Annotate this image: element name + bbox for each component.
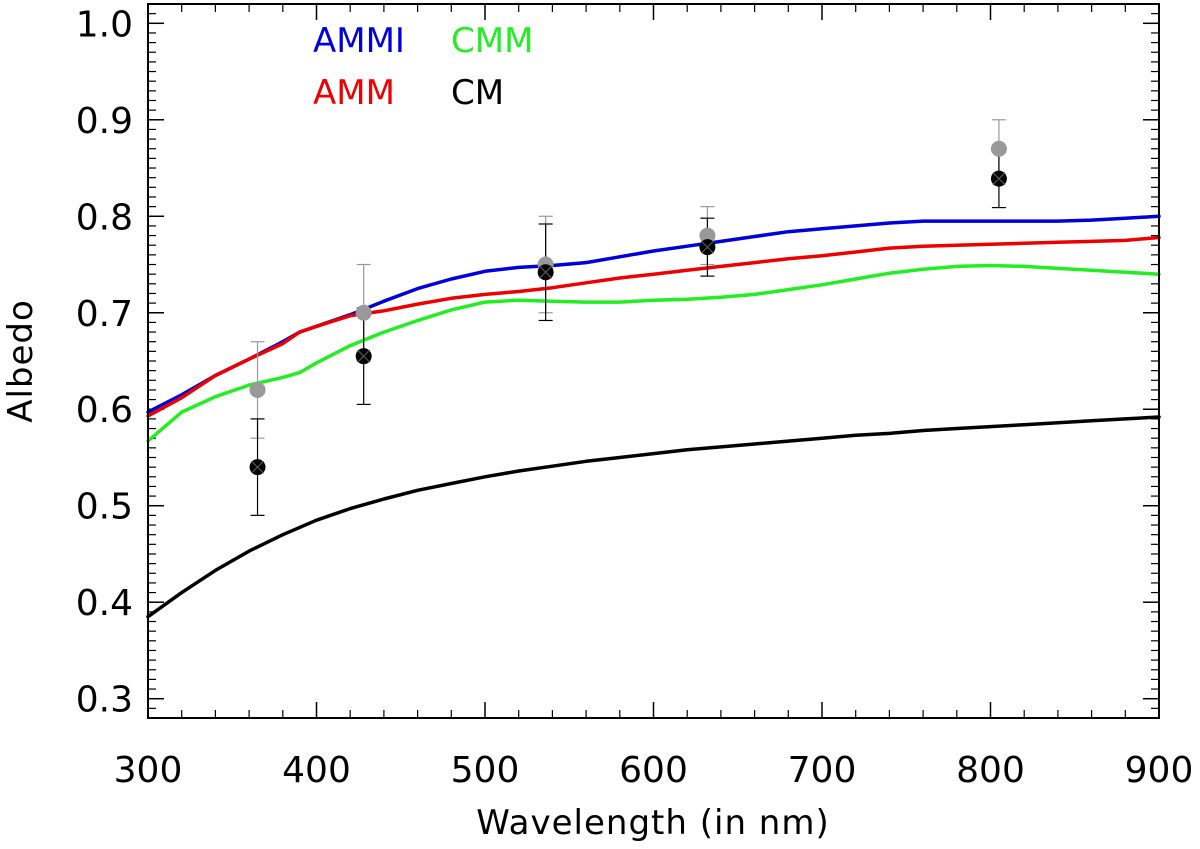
x-tick-label: 800 [956, 750, 1025, 791]
legend: AMMI CMM AMM CM [313, 21, 533, 113]
legend-entry-ammi: AMMI [313, 21, 405, 61]
x-axis-label: Wavelength (in nm) [476, 803, 830, 843]
point-cross [357, 349, 371, 363]
y-tick-label: 0.7 [76, 294, 133, 335]
x-tick-label: 900 [1125, 750, 1194, 791]
y-tick-label: 0.9 [76, 101, 133, 142]
y-tick-label: 0.6 [76, 390, 133, 431]
plot-frame [147, 3, 1160, 719]
data-point-gray [990, 140, 1007, 157]
y-tick-label: 0.5 [76, 487, 133, 528]
data-point-gray [249, 381, 266, 398]
series-line-cmm [146, 263, 1161, 443]
y-tick-label: 1.0 [76, 4, 133, 45]
y-tick-label: 0.3 [76, 680, 133, 721]
tick-labels: 300 400 500 600 700 800 900 0.3 0.4 0.5 0.6 0.7 0.8 0… [76, 4, 1194, 791]
axis-ticks [147, 4, 1160, 718]
legend-entry-cm: CM [451, 73, 504, 113]
point-cross [251, 460, 264, 474]
series-line-ammi [146, 214, 1161, 414]
point-cross [992, 172, 1006, 186]
y-axis-label: Albedo [1, 299, 41, 423]
y-tick-label: 0.8 [76, 197, 133, 238]
x-tick-label: 500 [451, 750, 520, 791]
data-point-gray [355, 304, 372, 321]
series-lines [146, 214, 1161, 619]
series-line-amm [146, 235, 1161, 418]
series-line-cm [146, 415, 1161, 619]
legend-entry-cmm: CMM [451, 21, 533, 61]
observation-points [249, 119, 1007, 516]
legend-entry-amm: AMM [313, 73, 395, 113]
x-tick-label: 700 [788, 750, 857, 791]
data-point-gray [699, 227, 716, 244]
x-tick-label: 400 [282, 750, 351, 791]
x-tick-label: 300 [114, 750, 183, 791]
point-cross [700, 240, 714, 254]
y-tick-label: 0.4 [76, 583, 133, 624]
point-cross [539, 265, 553, 279]
x-tick-label: 600 [619, 750, 688, 791]
